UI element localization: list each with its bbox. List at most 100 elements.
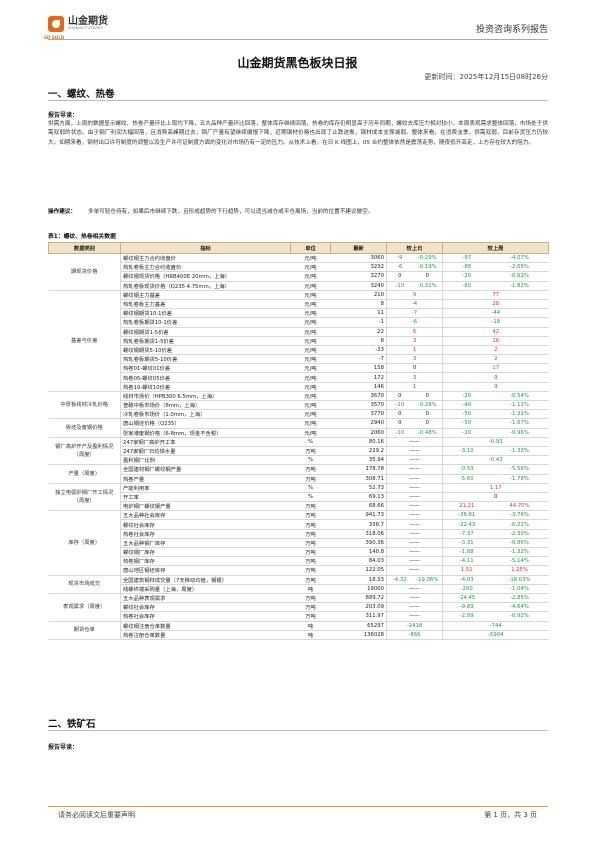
row-indicator: 全国建筑钢材成交量（7天移动均值，钢银）: [120, 575, 291, 585]
table-row: 螺纹社会库存 万吨 338.7 —— -22.43 -6.21%: [49, 519, 549, 530]
week-change-pct: -2.65%: [490, 262, 549, 273]
week-change: -0.93: [442, 437, 549, 447]
row-latest: 941.73: [330, 510, 387, 521]
logo-icon: [48, 16, 64, 32]
week-change-pct: -4.07%: [490, 253, 549, 264]
day-change-pct: 0: [412, 391, 443, 402]
row-unit: 万吨: [290, 519, 331, 530]
table-row: 热卷社会库存 万吨 311.97 —— -2.89 -0.92%: [49, 611, 549, 622]
row-category: 中厚板线材冷轧价格: [48, 391, 121, 420]
row-indicator: 热轧卷板期货5-10价差: [120, 354, 291, 365]
footer-disclaimer: 请务必阅读文后重要声明: [58, 811, 135, 819]
week-change-pct: -0.54%: [490, 391, 549, 402]
row-indicator: 螺纹社会库存: [120, 519, 291, 530]
row-indicator: 唐山地区钢坯库存: [120, 565, 291, 576]
table-row: 中厚板线材冷轧价格 线材市场价（HPB300 6.5mm，上海） 元/吨 3670 0 0…: [48, 391, 549, 420]
data-table: 数据类别 指标 单位 最新 较上日 较上周 期现货价格 螺纹钢主力合约收盘价 元/吨…: [48, 242, 549, 640]
table-row: 产量（周度） 全国建材钢厂螺纹钢产量 万吨 178.78 —— -0.53 -5.56%: [48, 464, 549, 484]
row-indicator: 螺纹钢期货10-1价差: [120, 308, 291, 319]
row-indicator: 热卷01-螺纹01价差: [120, 363, 291, 374]
day-change: ——: [386, 538, 443, 549]
header-vs-prev-week: 较上周: [442, 242, 549, 254]
row-latest: 172: [330, 372, 387, 383]
table-row: 普碳中板市场价（8mm，上海） 元/吨 3570 -10 -0.28% -40 -1.11%: [49, 400, 549, 411]
row-unit: 元/吨: [290, 363, 331, 374]
day-change-pct: -0.29%: [412, 253, 443, 264]
row-category: 现货市场成交: [48, 575, 121, 594]
table-row: 螺纹钢期货10-1价差 元/吨 11 -7 -44: [49, 308, 549, 319]
row-indicator: 螺纹钢期货5-10价差: [120, 345, 291, 356]
advice-label: 操作建议：: [48, 209, 76, 215]
week-change: 77: [442, 290, 549, 300]
week-change: -4.03: [442, 575, 491, 585]
row-latest: 2060: [330, 428, 387, 438]
week-change-pct: 44.70%: [490, 501, 549, 512]
table-row: 期现货价格 螺纹钢主力合约收盘价 元/吨 3060 -9 -0.29% -97 -4.07%: [48, 253, 549, 291]
report-series: 投资咨询系列报告: [475, 25, 548, 35]
week-change-pct: -0.61%: [490, 271, 549, 282]
day-change-pct: 0: [412, 418, 443, 429]
week-change-pct: 1.25%: [490, 565, 549, 576]
logo-sub: SD GOLD: [44, 35, 65, 40]
row-unit: 万吨: [290, 593, 331, 604]
table-row: 热卷钢厂库存 万吨 84.03 —— -4.11 -5.14%: [49, 556, 549, 567]
row-category: 独立电弧炉钢厂开工情况（周度）: [48, 483, 121, 512]
week-change: 0: [442, 492, 549, 503]
week-change-pct: -1.31%: [490, 409, 549, 420]
day-change: ——: [386, 529, 443, 539]
week-change: -3.10: [442, 446, 491, 457]
week-change-pct: -1.82%: [490, 281, 549, 291]
row-latest: -1: [330, 317, 387, 328]
row-latest: 3240: [330, 281, 387, 291]
row-latest: 3270: [330, 271, 387, 282]
row-indicator: 唐山钢坯价格（Q235）: [120, 418, 291, 429]
week-change: -20: [442, 391, 491, 402]
row-indicator: 五大品种钢厂库存: [120, 538, 291, 549]
table-row: 热轧卷板期货5-10价差 元/吨 -7 3 2: [49, 354, 549, 365]
table-row: 热卷社会库存 万吨 318.06 —— -7.37 -2.30%: [49, 529, 549, 539]
week-change: -40: [442, 400, 491, 411]
week-change: -5.60: [442, 474, 491, 484]
day-change: -10: [386, 400, 413, 411]
row-unit: 元/吨: [290, 281, 331, 291]
table-row: 热轧卷板期货1-5价差 元/吨 8 3 16: [49, 336, 549, 346]
row-latest: 3060: [330, 253, 387, 264]
row-unit: 万吨: [290, 565, 331, 576]
week-change-pct: -5.14%: [490, 556, 549, 567]
row-latest: 318.06: [330, 529, 387, 539]
row-latest: 3770: [330, 409, 387, 420]
table-row: 螺纹社会库存 万吨 203.09 —— -9.89 -4.64%: [49, 602, 549, 613]
day-change: 9: [386, 290, 443, 300]
row-indicator: 热轧卷板主力合约收盘价: [120, 262, 291, 273]
week-change: -7.37: [442, 529, 491, 539]
row-latest: 11: [330, 308, 387, 319]
row-indicator: 冷轧卷板市场价（1.0mm，上海）: [120, 409, 291, 420]
day-change: -9: [386, 253, 413, 264]
row-latest: 3570: [330, 400, 387, 411]
table-row: 螺纹钢期货1-5价差 元/吨 22 6 42: [49, 327, 549, 337]
day-change: -10: [386, 281, 413, 291]
row-indicator: 247家钢厂高炉开工率: [120, 437, 291, 447]
row-unit: 元/吨: [290, 354, 331, 365]
week-change-pct: -5.56%: [490, 464, 549, 475]
week-change: 21.21: [442, 501, 491, 512]
week-change: -0.53: [442, 464, 491, 475]
row-latest: 158: [330, 363, 387, 374]
table-row: 热卷05-螺纹05价差 元/吨 172 3 9: [49, 372, 549, 383]
row-latest: 178.78: [330, 464, 387, 475]
week-change: 1.51: [442, 565, 491, 576]
page-header: 山金期货 SHANJIN FUTURES SD GOLD 投资咨询系列报告: [44, 14, 548, 40]
header-vs-prev-day: 较上日: [386, 242, 443, 254]
week-change-pct: -3.76%: [490, 510, 549, 521]
header-indicator: 指标: [120, 242, 291, 254]
operation-advice: 操作建议： 多单可轻仓持有，如果后市继续下跌，且形成趋势的下行趋势，可以适当减仓或…: [48, 207, 373, 215]
row-unit: %: [290, 483, 331, 493]
week-change: -4.11: [442, 556, 491, 567]
row-latest: 140.8: [330, 547, 387, 558]
row-indicator: 热卷05-螺纹05价差: [120, 372, 291, 383]
row-category: 期现货价格: [48, 253, 121, 291]
row-latest: 80.16: [330, 437, 387, 447]
day-change: ——: [386, 602, 443, 613]
day-change: -866: [386, 630, 443, 640]
week-change: -97: [442, 253, 491, 264]
